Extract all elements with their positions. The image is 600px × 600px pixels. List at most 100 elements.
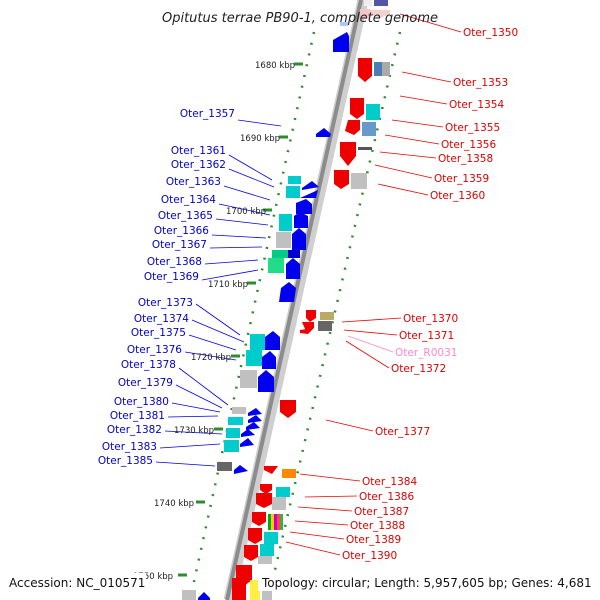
gene-label[interactable]: Oter_1385: [98, 455, 153, 467]
gene-label[interactable]: Oter_1381: [110, 410, 165, 422]
reverse-gene-arrow: [256, 493, 272, 508]
forward-gene-arrow: [294, 212, 308, 228]
gene-block: [362, 122, 376, 136]
gene-label[interactable]: Oter_1380: [114, 396, 169, 408]
gene-label[interactable]: Oter_1375: [131, 327, 186, 339]
gene-label[interactable]: Oter_1386: [359, 491, 414, 503]
gene-block: [260, 544, 274, 556]
gene-label[interactable]: Oter_1376: [127, 344, 182, 356]
scale-label: 1700 kbp: [226, 207, 266, 217]
gene-label[interactable]: Oter_1379: [118, 377, 173, 389]
gene-block: [360, 9, 370, 19]
tick-tracks: [188, 31, 402, 600]
leader-line: [188, 334, 237, 351]
leader-line: [325, 419, 374, 432]
right-gene-labels: Oter_1350 Oter_1353 Oter_1354 Oter_1355 …: [342, 27, 518, 562]
leader-line: [178, 367, 229, 406]
gene-label[interactable]: Oter_1387: [354, 506, 409, 518]
forward-gene-arrow: [316, 128, 331, 137]
gene-block: [374, 62, 382, 76]
gene-block: [364, 0, 372, 6]
forward-gene-arrow: [286, 258, 300, 279]
gene-label[interactable]: Oter_1367: [152, 239, 207, 251]
forward-gene-arrow: [340, 22, 348, 26]
reverse-gene-arrow: [264, 466, 278, 474]
gene-block: [276, 232, 291, 248]
gene-block: [288, 250, 300, 258]
gene-block: [320, 312, 334, 320]
leader-line: [167, 415, 219, 418]
forward-gene-arrow: [333, 32, 349, 52]
forward-gene-arrow: [234, 465, 248, 474]
gene-label[interactable]: Oter_1354: [449, 99, 504, 111]
gene-block: [268, 514, 271, 530]
gene-label[interactable]: Oter_1360: [430, 190, 485, 202]
leader-line: [379, 151, 437, 159]
gene-block: [358, 147, 372, 150]
gene-label[interactable]: Oter_1350: [463, 27, 518, 39]
gene-label[interactable]: Oter_1356: [441, 139, 496, 151]
leader-line: [204, 259, 259, 265]
gene-label[interactable]: Oter_1377: [375, 426, 430, 438]
gene-label[interactable]: Oter_1390: [342, 550, 397, 562]
gene-label[interactable]: Oter_1357: [180, 108, 235, 120]
leader-line: [237, 119, 282, 127]
leader-line: [399, 95, 448, 105]
scale-ticks: [178, 62, 303, 577]
gene-label[interactable]: Oter_1378: [121, 359, 176, 371]
forward-gene-arrow: [241, 429, 255, 437]
reverse-gene-arrow: [306, 310, 316, 322]
gene-block: [374, 0, 388, 6]
gene-label[interactable]: Oter_1389: [346, 534, 401, 546]
gene-label[interactable]: Oter_1363: [166, 176, 221, 188]
gene-label[interactable]: Oter_1374: [134, 313, 189, 325]
leader-line: [343, 329, 398, 336]
gene-block: [250, 334, 265, 350]
gene-label[interactable]: Oter_1371: [399, 330, 454, 342]
gene-label[interactable]: Oter_1361: [171, 145, 226, 157]
gene-block: [272, 250, 288, 258]
forward-gene-arrow: [302, 181, 319, 190]
gene-label[interactable]: Oter_1358: [438, 153, 493, 165]
gene-label[interactable]: Oter_1382: [107, 424, 162, 436]
reverse-genes: [232, 58, 390, 600]
gene-label[interactable]: Oter_1359: [434, 173, 489, 185]
gene-block: [382, 62, 390, 76]
rna-label[interactable]: Oter_R0031: [395, 347, 457, 359]
leader-line: [299, 473, 361, 482]
gene-label[interactable]: Oter_1384: [362, 476, 417, 488]
gene-label[interactable]: Oter_1372: [391, 363, 446, 375]
left-dotted-track: [188, 31, 316, 600]
gene-block: [250, 580, 260, 600]
gene-label[interactable]: Oter_1365: [158, 210, 213, 222]
forward-gene-arrow: [258, 370, 274, 392]
gene-block: [258, 556, 272, 564]
gene-label[interactable]: Oter_1366: [154, 225, 209, 237]
gene-block: [240, 370, 257, 388]
reverse-gene-arrow: [244, 545, 258, 561]
leader-line: [401, 71, 452, 83]
gene-block: [271, 514, 274, 530]
gene-label[interactable]: Oter_1362: [171, 159, 226, 171]
scale-labels: 1680 kbp 1690 kbp 1700 kbp 1710 kbp 1720…: [133, 61, 295, 582]
gene-block: [277, 514, 280, 530]
gene-label[interactable]: Oter_1383: [102, 441, 157, 453]
gene-label[interactable]: Oter_1355: [445, 122, 500, 134]
leader-line: [218, 203, 271, 216]
gene-label[interactable]: Oter_1364: [161, 194, 216, 206]
right-dotted-track: [266, 31, 402, 600]
gene-label[interactable]: Oter_1369: [144, 271, 199, 283]
leader-line: [195, 303, 241, 336]
gene-label[interactable]: Oter_1368: [147, 256, 202, 268]
reverse-gene-arrow: [350, 98, 364, 119]
gene-label[interactable]: Oter_1370: [403, 313, 458, 325]
gene-label[interactable]: Oter_1388: [350, 520, 405, 532]
forward-gene-arrow: [248, 408, 262, 416]
leader-line: [159, 443, 221, 449]
leader-line: [215, 218, 269, 226]
reverse-gene-arrow: [340, 142, 356, 166]
gene-label[interactable]: Oter_1353: [453, 77, 508, 89]
reverse-gene-arrow: [252, 512, 266, 526]
gene-label[interactable]: Oter_1373: [138, 297, 193, 309]
